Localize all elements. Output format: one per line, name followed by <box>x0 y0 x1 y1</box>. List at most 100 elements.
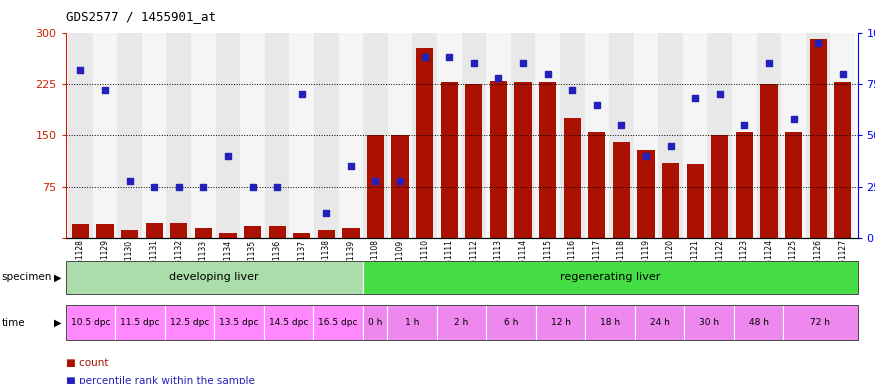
Bar <box>781 33 806 238</box>
Bar <box>687 164 704 238</box>
Bar <box>834 82 851 238</box>
Text: 13.5 dpc: 13.5 dpc <box>219 318 259 327</box>
Point <box>368 177 382 184</box>
Bar <box>314 33 339 238</box>
Point <box>196 184 210 190</box>
Text: 10.5 dpc: 10.5 dpc <box>71 318 110 327</box>
Text: ▶: ▶ <box>54 318 62 328</box>
Bar <box>318 230 335 238</box>
Bar <box>634 33 658 238</box>
Point <box>344 163 358 169</box>
Text: 24 h: 24 h <box>649 318 669 327</box>
Bar <box>588 132 605 238</box>
Bar <box>293 233 311 238</box>
Point <box>738 122 752 128</box>
Bar <box>72 224 89 238</box>
Bar <box>466 84 482 238</box>
Bar <box>244 226 261 238</box>
Text: GDS2577 / 1455901_at: GDS2577 / 1455901_at <box>66 10 215 23</box>
Bar <box>339 33 363 238</box>
Bar <box>711 136 728 238</box>
Point <box>565 87 579 93</box>
Text: 14.5 dpc: 14.5 dpc <box>269 318 308 327</box>
Bar <box>117 33 142 238</box>
Bar <box>441 82 458 238</box>
Bar <box>682 33 708 238</box>
Bar <box>536 33 560 238</box>
Point <box>516 60 530 66</box>
Text: 0 h: 0 h <box>368 318 382 327</box>
Point <box>147 184 161 190</box>
Point <box>811 40 825 46</box>
Bar <box>490 81 507 238</box>
Bar <box>830 33 855 238</box>
Bar <box>487 33 511 238</box>
Bar <box>96 224 114 238</box>
Text: 1 h: 1 h <box>405 318 419 327</box>
Text: 12.5 dpc: 12.5 dpc <box>170 318 209 327</box>
Text: time: time <box>2 318 25 328</box>
Bar <box>166 33 191 238</box>
Bar <box>363 33 388 238</box>
Bar <box>514 82 532 238</box>
Point <box>393 177 407 184</box>
Point <box>74 66 88 73</box>
Point <box>762 60 776 66</box>
Bar <box>241 33 265 238</box>
Bar <box>760 84 778 238</box>
Point <box>590 101 604 108</box>
Text: ■ percentile rank within the sample: ■ percentile rank within the sample <box>66 376 255 384</box>
Point <box>98 87 112 93</box>
Point <box>172 184 186 190</box>
Bar <box>757 33 781 238</box>
Bar <box>121 230 138 238</box>
Bar <box>290 33 314 238</box>
Bar <box>170 223 187 238</box>
Bar <box>511 33 536 238</box>
Text: 72 h: 72 h <box>810 318 830 327</box>
Bar <box>215 33 241 238</box>
Text: 12 h: 12 h <box>550 318 570 327</box>
Bar <box>462 33 486 238</box>
Point <box>319 210 333 217</box>
Bar <box>416 48 433 238</box>
Bar <box>708 33 732 238</box>
Bar <box>265 33 290 238</box>
Text: developing liver: developing liver <box>169 272 259 283</box>
Text: 18 h: 18 h <box>600 318 620 327</box>
Bar <box>412 33 437 238</box>
Text: 11.5 dpc: 11.5 dpc <box>120 318 159 327</box>
Text: 2 h: 2 h <box>454 318 469 327</box>
Point <box>713 91 727 98</box>
Point <box>417 54 431 60</box>
Text: ▶: ▶ <box>54 272 62 283</box>
Bar <box>732 33 757 238</box>
Bar <box>564 118 581 238</box>
Point <box>442 54 456 60</box>
Bar <box>195 228 212 238</box>
Text: specimen: specimen <box>2 272 52 283</box>
Point <box>123 177 136 184</box>
Text: regenerating liver: regenerating liver <box>560 272 661 283</box>
Bar <box>269 226 286 238</box>
Bar <box>342 228 360 238</box>
Point <box>836 71 850 77</box>
Bar <box>388 33 412 238</box>
Point <box>689 95 703 101</box>
Text: 16.5 dpc: 16.5 dpc <box>318 318 358 327</box>
Bar <box>367 136 384 238</box>
Bar <box>93 33 117 238</box>
Bar <box>612 142 630 238</box>
Bar <box>437 33 462 238</box>
Bar <box>539 82 556 238</box>
Bar <box>806 33 830 238</box>
Point <box>787 116 801 122</box>
Point <box>246 184 260 190</box>
Point <box>295 91 309 98</box>
Bar <box>191 33 215 238</box>
Point <box>492 75 506 81</box>
Bar <box>785 132 802 238</box>
Text: 6 h: 6 h <box>504 318 518 327</box>
Point <box>270 184 284 190</box>
Point <box>663 142 677 149</box>
